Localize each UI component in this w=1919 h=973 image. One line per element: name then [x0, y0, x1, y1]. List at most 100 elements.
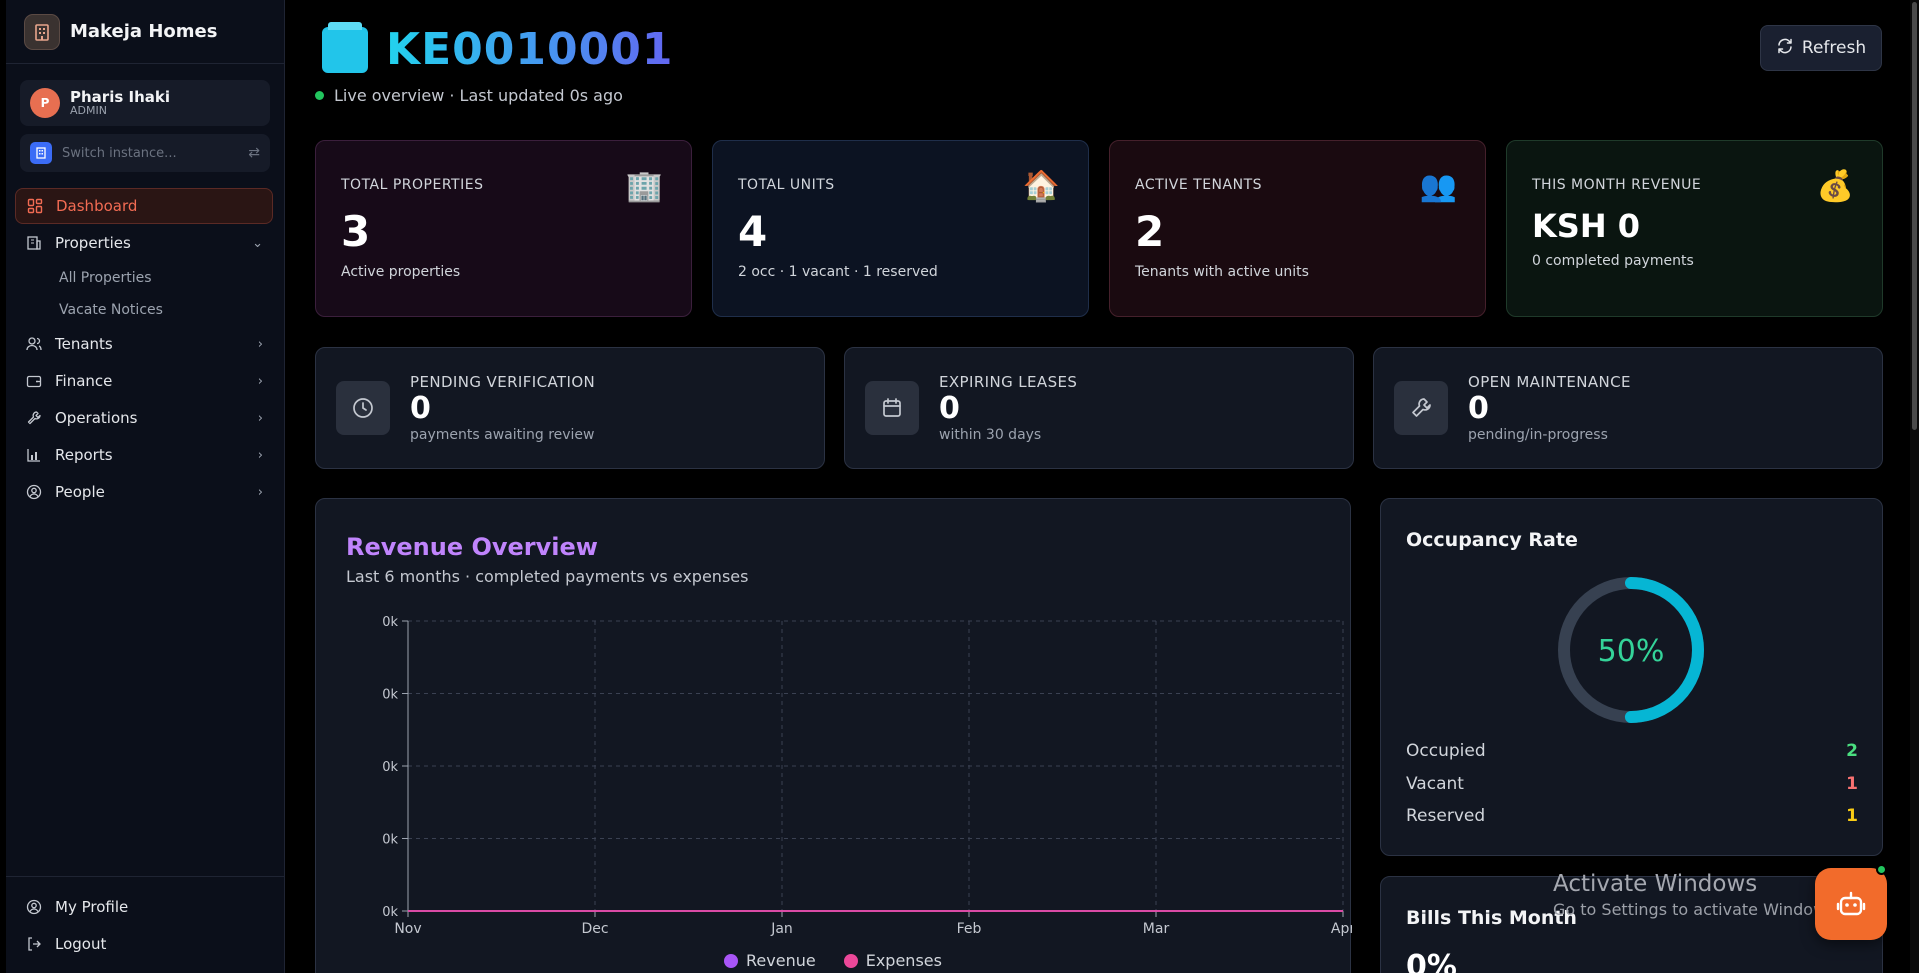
wrench-icon [25, 409, 43, 427]
sidebar-item-label: Logout [55, 935, 107, 953]
users-icon [25, 335, 43, 353]
stat-label: TOTAL PROPERTIES [341, 177, 484, 193]
wrench-icon [1394, 381, 1448, 435]
chevron-right-icon: › [257, 484, 263, 500]
sidebar-nav: Dashboard Properties ⌄ All Properties Va… [15, 188, 273, 511]
user-role: ADMIN [70, 104, 107, 118]
occupancy-row-label: Vacant [1406, 774, 1464, 794]
stat-card-active-tenants: ACTIVE TENANTS 2 Tenants with active uni… [1109, 140, 1486, 317]
chevron-right-icon: › [257, 410, 263, 426]
sidebar-item-reports[interactable]: Reports › [15, 437, 273, 473]
sidebar-item-people[interactable]: People › [15, 474, 273, 510]
swap-icon: ⇄ [248, 145, 260, 161]
stat-value: 4 [738, 207, 768, 256]
house-icon: 🏠 [1022, 169, 1060, 204]
occupancy-row-label: Occupied [1406, 741, 1486, 761]
scrollbar-thumb[interactable] [1912, 2, 1917, 430]
x-tick-label: Dec [581, 921, 608, 937]
instance-switcher[interactable]: Switch instance... ⇄ [20, 134, 270, 172]
sidebar-item-tenants[interactable]: Tenants › [15, 326, 273, 362]
live-dot-icon [315, 91, 324, 100]
online-indicator-icon [1876, 864, 1887, 875]
y-tick-label: 0k [382, 905, 398, 920]
occupancy-title: Occupancy Rate [1406, 529, 1578, 551]
watermark-subtitle: Go to Settings to activate Windows. [1553, 899, 1840, 919]
mini-card-expiring-leases: EXPIRING LEASES 0 within 30 days [844, 347, 1354, 469]
sidebar-item-operations[interactable]: Operations › [15, 400, 273, 436]
occupancy-row-value: 2 [1846, 741, 1858, 761]
bills-title: Bills This Month [1406, 907, 1577, 929]
refresh-button[interactable]: Refresh [1760, 25, 1882, 71]
stat-label: THIS MONTH REVENUE [1532, 177, 1702, 193]
bills-value: 0% [1406, 949, 1457, 973]
stat-sub: 0 completed payments [1532, 253, 1694, 269]
bar-chart-icon [25, 446, 43, 464]
refresh-icon [1776, 37, 1794, 60]
revenue-chart: 0k0k0k0k0kNovDecJanFebMarApr [382, 615, 1352, 937]
instance-switcher-placeholder: Switch instance... [62, 145, 177, 161]
calendar-icon [865, 381, 919, 435]
mini-value: 0 [410, 391, 431, 426]
refresh-label: Refresh [1801, 38, 1867, 58]
mini-value: 0 [1468, 391, 1489, 426]
page-scrollbar[interactable] [1910, 0, 1919, 973]
sidebar-item-finance[interactable]: Finance › [15, 363, 273, 399]
mini-sub: pending/in-progress [1468, 427, 1608, 443]
user-card[interactable]: P Pharis Ihaki ADMIN [20, 80, 270, 126]
money-bag-icon: 💰 [1816, 169, 1854, 204]
mini-sub: within 30 days [939, 427, 1042, 443]
mini-label: PENDING VERIFICATION [410, 373, 596, 391]
legend-item-expenses[interactable]: Expenses [843, 951, 942, 970]
occupancy-row-vacant: Vacant 1 [1406, 774, 1858, 794]
user-circle-icon [25, 483, 43, 501]
x-tick-label: Nov [394, 921, 421, 937]
chevron-right-icon: › [257, 336, 263, 352]
chevron-right-icon: › [257, 373, 263, 389]
sidebar-footer: My Profile Logout [6, 876, 285, 963]
chatbot-button[interactable] [1815, 868, 1887, 940]
stat-sub: 2 occ · 1 vacant · 1 reserved [738, 264, 938, 280]
occupancy-row-value: 1 [1846, 806, 1858, 826]
occupancy-row-value: 1 [1846, 774, 1858, 794]
sidebar-item-label: Tenants [55, 335, 113, 353]
sidebar-item-dashboard[interactable]: Dashboard [15, 188, 273, 224]
x-tick-label: Feb [957, 921, 982, 937]
mini-card-open-maintenance: OPEN MAINTENANCE 0 pending/in-progress [1373, 347, 1883, 469]
mini-card-pending-verification: PENDING VERIFICATION 0 payments awaiting… [315, 347, 825, 469]
sidebar-item-logout[interactable]: Logout [15, 926, 276, 962]
mini-label: OPEN MAINTENANCE [1468, 373, 1631, 391]
occupancy-ring: 50% [1558, 577, 1704, 723]
stat-value: 2 [1135, 207, 1165, 256]
x-tick-label: Mar [1143, 921, 1170, 937]
x-tick-label: Apr [1331, 921, 1352, 937]
mini-label: EXPIRING LEASES [939, 373, 1078, 391]
stat-value: KSH 0 [1532, 207, 1641, 245]
sidebar-item-my-profile[interactable]: My Profile [15, 889, 276, 925]
sidebar-subitem-all-properties[interactable]: All Properties [59, 270, 152, 286]
sidebar: Makeja Homes P Pharis Ihaki ADMIN Switch… [6, 0, 285, 973]
stat-sub: Tenants with active units [1135, 264, 1309, 280]
robot-icon [1836, 891, 1866, 916]
occupancy-row-occupied: Occupied 2 [1406, 741, 1858, 761]
sidebar-subitem-vacate-notices[interactable]: Vacate Notices [59, 302, 163, 318]
page-header: KE0010001 [322, 21, 673, 75]
cube-icon [322, 21, 368, 73]
legend-item-revenue[interactable]: Revenue [724, 951, 816, 970]
wallet-icon [25, 372, 43, 390]
sidebar-item-label: My Profile [55, 898, 129, 916]
legend-label: Revenue [746, 951, 816, 970]
people-icon: 👥 [1419, 169, 1457, 204]
chart-legend: Revenue Expenses [316, 951, 1350, 970]
brand[interactable]: Makeja Homes [6, 0, 284, 64]
stat-card-total-properties: TOTAL PROPERTIES 3 Active properties 🏢 [315, 140, 692, 317]
mini-value: 0 [939, 391, 960, 426]
chevron-right-icon: › [257, 447, 263, 463]
occupancy-row-label: Reserved [1406, 806, 1486, 826]
logout-icon [25, 935, 43, 953]
stat-value: 3 [341, 207, 371, 256]
y-tick-label: 0k [382, 688, 398, 703]
windows-activation-watermark: Activate Windows Go to Settings to activ… [1553, 870, 1840, 921]
sidebar-item-properties[interactable]: Properties ⌄ [15, 225, 273, 261]
y-tick-label: 0k [382, 833, 398, 848]
occupancy-card: Occupancy Rate 50% Occupied 2 Vacant 1 R… [1380, 498, 1883, 856]
